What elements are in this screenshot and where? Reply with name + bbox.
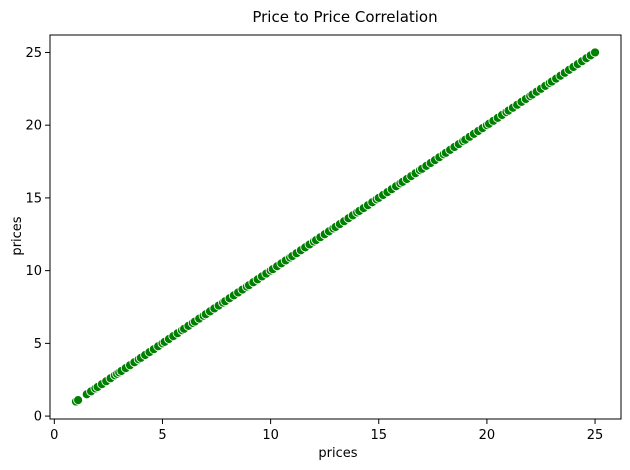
y-tick-label: 25 bbox=[25, 46, 42, 61]
data-points bbox=[71, 47, 600, 407]
y-axis-label: prices bbox=[10, 216, 25, 255]
x-tick-label: 15 bbox=[370, 428, 387, 443]
x-tick-label: 0 bbox=[50, 428, 58, 443]
x-axis-label: prices bbox=[318, 446, 357, 461]
x-tick-label: 20 bbox=[479, 428, 496, 443]
chart-title: Price to Price Correlation bbox=[252, 8, 437, 26]
axis-ticks: 0 5 10 15 20 25 0 5 10 15 20 25 bbox=[25, 46, 603, 443]
x-tick-label: 10 bbox=[262, 428, 279, 443]
plot-frame bbox=[49, 34, 622, 420]
data-point bbox=[73, 395, 84, 405]
x-tick-label: 25 bbox=[587, 428, 604, 443]
y-tick-label: 5 bbox=[34, 337, 42, 352]
data-point bbox=[590, 47, 600, 58]
y-tick-label: 20 bbox=[25, 119, 42, 134]
y-tick-label: 0 bbox=[34, 410, 42, 425]
x-tick-label: 5 bbox=[158, 428, 166, 443]
y-tick-label: 15 bbox=[25, 191, 42, 206]
y-tick-label: 10 bbox=[25, 264, 42, 279]
